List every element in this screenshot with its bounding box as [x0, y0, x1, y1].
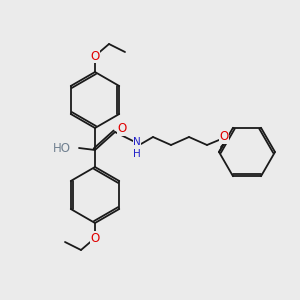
- Text: O: O: [90, 232, 100, 244]
- Text: HO: HO: [53, 142, 71, 154]
- Text: O: O: [219, 130, 229, 143]
- Text: O: O: [117, 122, 127, 136]
- Text: N
H: N H: [133, 137, 141, 159]
- Text: O: O: [90, 50, 100, 62]
